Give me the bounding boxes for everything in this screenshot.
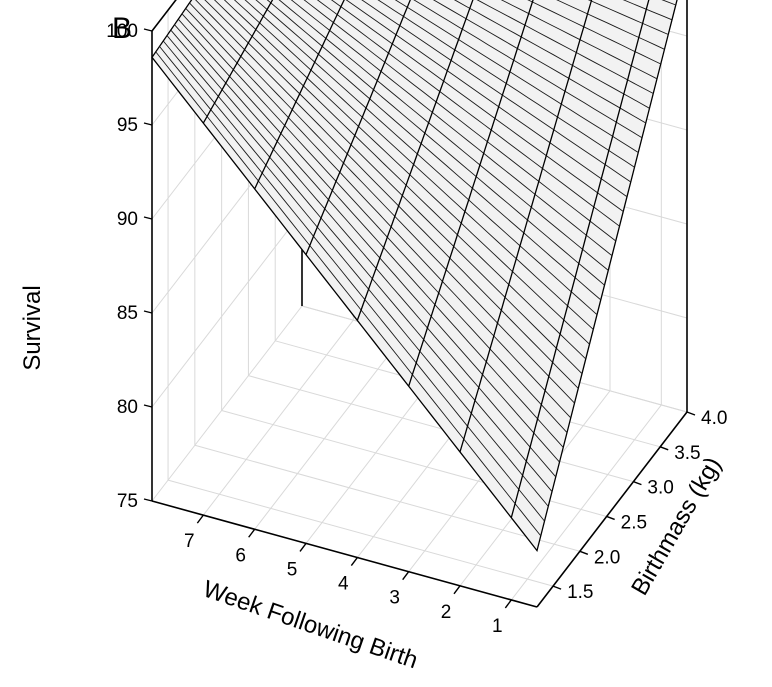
x-axis-title: Week Following Birth [200,576,422,675]
x-tick-label: 7 [184,531,195,552]
z-tick-label: 90 [117,209,138,230]
surface-mesh-line [159,46,545,522]
surface-fill [151,0,678,553]
surface-mesh-line [377,0,635,168]
y-tick-label: 3.0 [647,478,673,499]
floor-gridline [254,333,406,530]
y-axis-line [536,411,688,608]
surface-mesh-line [459,0,593,453]
y-tick-label: 2.5 [621,512,647,533]
x-tick-mark [248,528,256,538]
y-tick-mark [552,585,562,590]
floor-gridline [248,375,634,483]
floor-gridline [167,479,554,587]
surface-mesh-line [345,0,628,198]
y-tick-mark [579,550,589,555]
surface-mesh-line [316,0,620,227]
surface-mesh-line [278,0,609,271]
surface-mesh-line [453,0,650,109]
z-axis-title: Survival [19,285,46,370]
y-tick-label: 3.5 [674,443,700,464]
z-tick-mark [143,498,153,502]
surface-mesh-line [413,0,643,139]
surface-mesh-line [255,0,602,301]
surface-mesh-line [330,0,624,212]
surface-mesh-line [432,0,647,124]
z-tick-mark [143,216,153,220]
surface-mesh-line [170,29,557,478]
surface-mesh-line [233,0,594,330]
surface-mesh-line [356,0,474,321]
x-tick-label: 1 [492,616,503,637]
surface-mesh-line [587,0,669,35]
y-tick-label: 1.5 [567,582,593,603]
y-tick-label: 4.0 [701,408,727,429]
z-tick-mark [143,28,153,32]
surface-mesh-line [266,0,605,286]
y-tick-mark [606,515,615,521]
x-tick-label: 5 [287,559,298,580]
x-tick-label: 4 [338,574,349,595]
tick-labels: 75 80 85 90 95 100 1 2 3 4 5 6 7 1.52.02.53.03.54.0 [106,21,727,637]
survival-surface [151,0,678,553]
surface-mesh-line [254,0,345,190]
surface-mesh-line [155,51,542,537]
y-tick-mark [633,480,642,486]
x-tick-mark [402,571,410,581]
z-tick-mark [143,310,153,314]
surface-mesh-line [181,13,568,433]
z-tick-mark [143,122,153,126]
x-tick-mark [196,514,204,524]
y-tick-mark [659,446,669,451]
surface-mesh-line [223,0,590,345]
surface-mesh-line [174,24,560,463]
z-tick-label: 80 [117,397,138,418]
surface-mesh-line [303,0,617,242]
surface-mesh-line [305,0,411,255]
z-tick-label: 95 [117,115,138,136]
x-tick-label: 3 [389,588,400,609]
surface-mesh-line [394,0,639,153]
surface-mesh-line [195,0,579,389]
surface-mesh-line [361,0,632,183]
surface-mesh-line [162,40,549,507]
z-tick-mark [143,404,153,408]
x-tick-mark [453,585,461,595]
surface-mesh-line [202,0,274,124]
surface-mesh-line [476,0,654,94]
surface-mesh-line [510,0,650,518]
wall-gridline [151,211,303,408]
x-tick-label: 6 [235,545,246,566]
x-axis-line [151,500,538,608]
floor-gridline [510,404,662,601]
panel-label: B [112,12,132,45]
surface-mesh-line [290,0,613,257]
surface-mesh-line [204,0,583,375]
x-tick-label: 2 [441,602,452,623]
surface-mesh-line [527,0,661,65]
y-tick-mark [686,411,696,416]
y-tick-label: 2.0 [594,547,620,568]
surface-mesh-line [166,35,553,492]
surface-mesh-line [213,0,587,360]
surface-mesh-line [408,0,534,387]
z-tick-label: 75 [117,491,138,512]
floor-gridline [194,444,580,552]
surface-mesh-line [556,0,665,50]
surface-mesh-line [500,0,658,80]
floor-gridline [202,319,354,516]
surface-mesh-line [185,8,572,419]
x-tick-mark [350,557,358,566]
x-tick-mark [299,542,307,552]
surface-mesh-line [244,0,598,316]
surface-mesh-line [189,2,575,404]
z-tick-label: 100 [106,21,138,42]
x-tick-mark [504,599,512,609]
surface-mesh-line [177,18,564,448]
wall-gridline [151,305,303,502]
z-tick-label: 85 [117,303,138,324]
